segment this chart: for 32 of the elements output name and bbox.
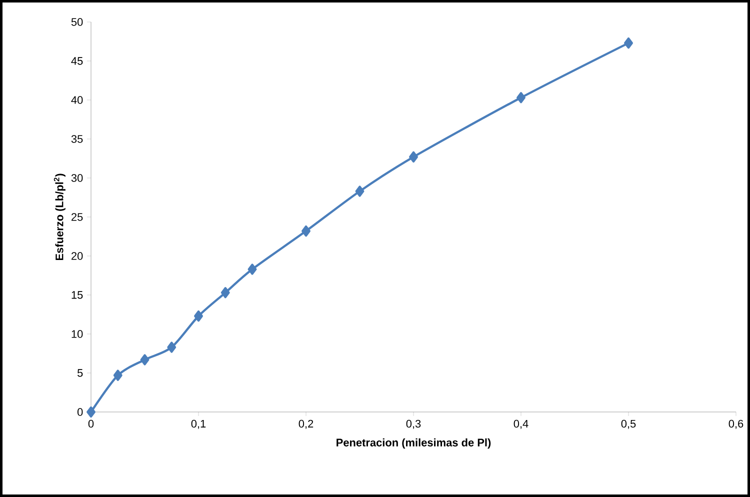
point	[302, 225, 310, 237]
point	[355, 186, 364, 197]
point	[516, 92, 526, 104]
x-tick-label: 0,3	[406, 420, 421, 429]
y-tick-label: 25	[72, 213, 83, 221]
y-tick-label: 50	[71, 18, 83, 26]
point	[409, 151, 418, 163]
x-tick-label: 0,5	[621, 420, 636, 429]
y-tick-label: 45	[71, 57, 83, 65]
point	[140, 354, 150, 366]
x-tick-label: 0,6	[728, 420, 744, 429]
point	[248, 264, 257, 275]
x-tick-label: 0	[88, 420, 94, 428]
point	[624, 37, 633, 49]
point	[194, 310, 203, 322]
y-tick-label: 20	[72, 252, 83, 260]
point	[86, 406, 96, 418]
y-tick-label: 15	[72, 291, 83, 299]
y-tick-label: 40	[71, 96, 83, 104]
y-tick-label: 10	[72, 330, 83, 338]
y-tick-label: 35	[71, 135, 83, 143]
y-tick-label: 5	[78, 369, 83, 377]
point	[220, 287, 230, 298]
y-tick-label: 0	[77, 408, 83, 416]
x-tick-label: 0,2	[298, 420, 314, 429]
x-tick-label: 0,1	[191, 420, 206, 429]
point	[113, 370, 122, 381]
y-axis-title: Esfuerzo (Lb/pl$^{2}$)	[54, 174, 66, 260]
point	[167, 342, 176, 353]
y-tick-label: 30	[71, 174, 83, 182]
x-tick-label: 0,4	[514, 420, 528, 429]
x-axis-title: Penetracion (milesimas de Pl)	[336, 438, 491, 449]
